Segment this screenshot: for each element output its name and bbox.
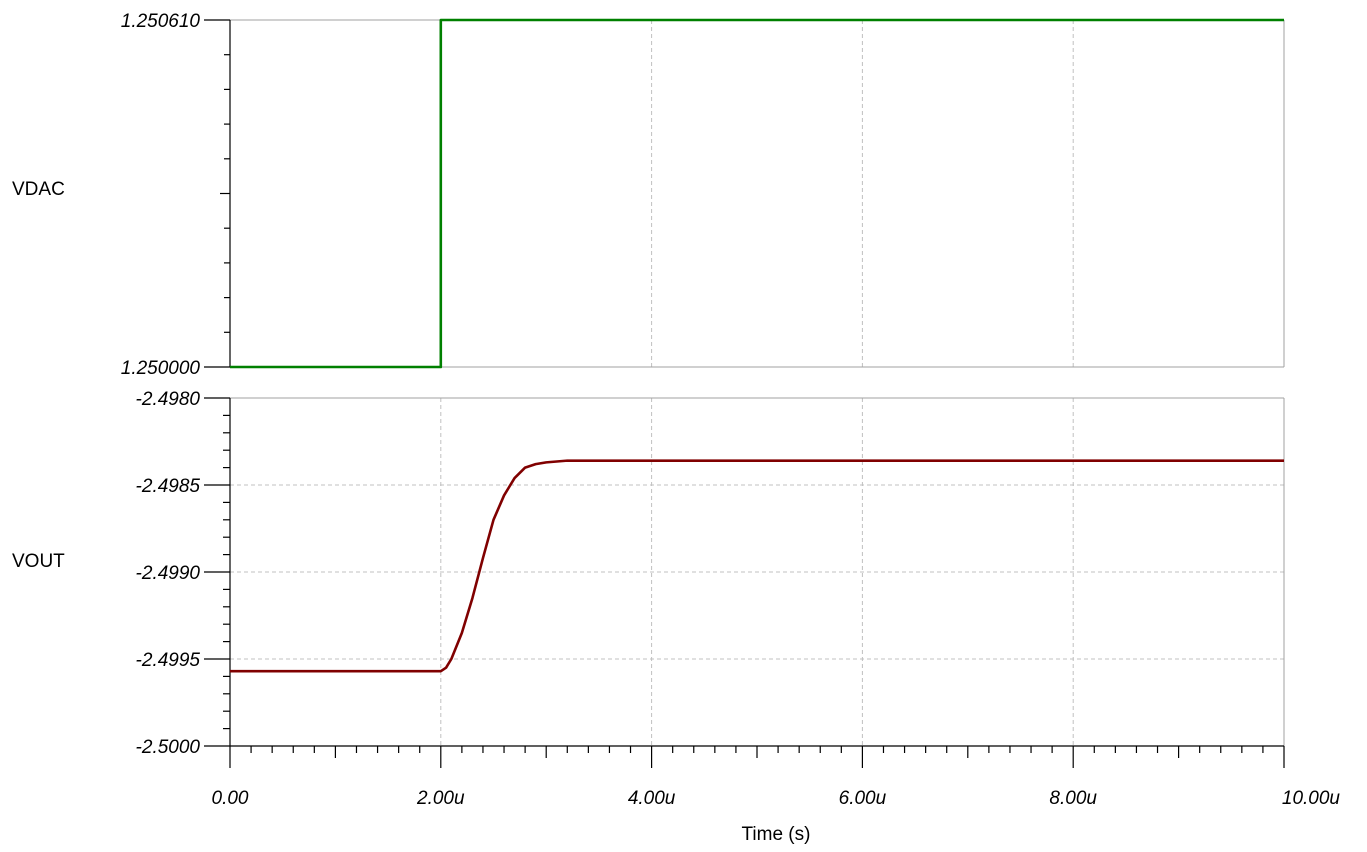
- x-axis-title: Time (s): [742, 824, 811, 845]
- x-tick-label: 2.00u: [416, 788, 465, 809]
- x-tick-label: 0.00: [212, 788, 249, 809]
- bottom-y-tick-label: -2.5000: [136, 737, 201, 758]
- bottom-y-tick-label: -2.4990: [136, 563, 201, 584]
- vout-series-line: [230, 459, 1284, 673]
- bottom-y-tick-label: -2.4995: [136, 650, 201, 671]
- top-y-tick-label: 1.250610: [121, 11, 201, 32]
- x-tick-label: 6.00u: [839, 788, 887, 809]
- bottom-y-tick-label: -2.4985: [136, 476, 201, 497]
- vdac-axis-label: VDAC: [12, 179, 65, 200]
- vout-axis-label: VOUT: [12, 551, 65, 572]
- vdac-series-line: [230, 18, 1284, 369]
- bottom-y-tick-label: -2.4980: [136, 389, 201, 410]
- x-tick-label: 8.00u: [1049, 788, 1097, 809]
- top-y-tick-label: 1.250000: [121, 358, 201, 379]
- x-tick-label: 10.00u: [1282, 788, 1341, 809]
- x-tick-label: 4.00u: [628, 788, 676, 809]
